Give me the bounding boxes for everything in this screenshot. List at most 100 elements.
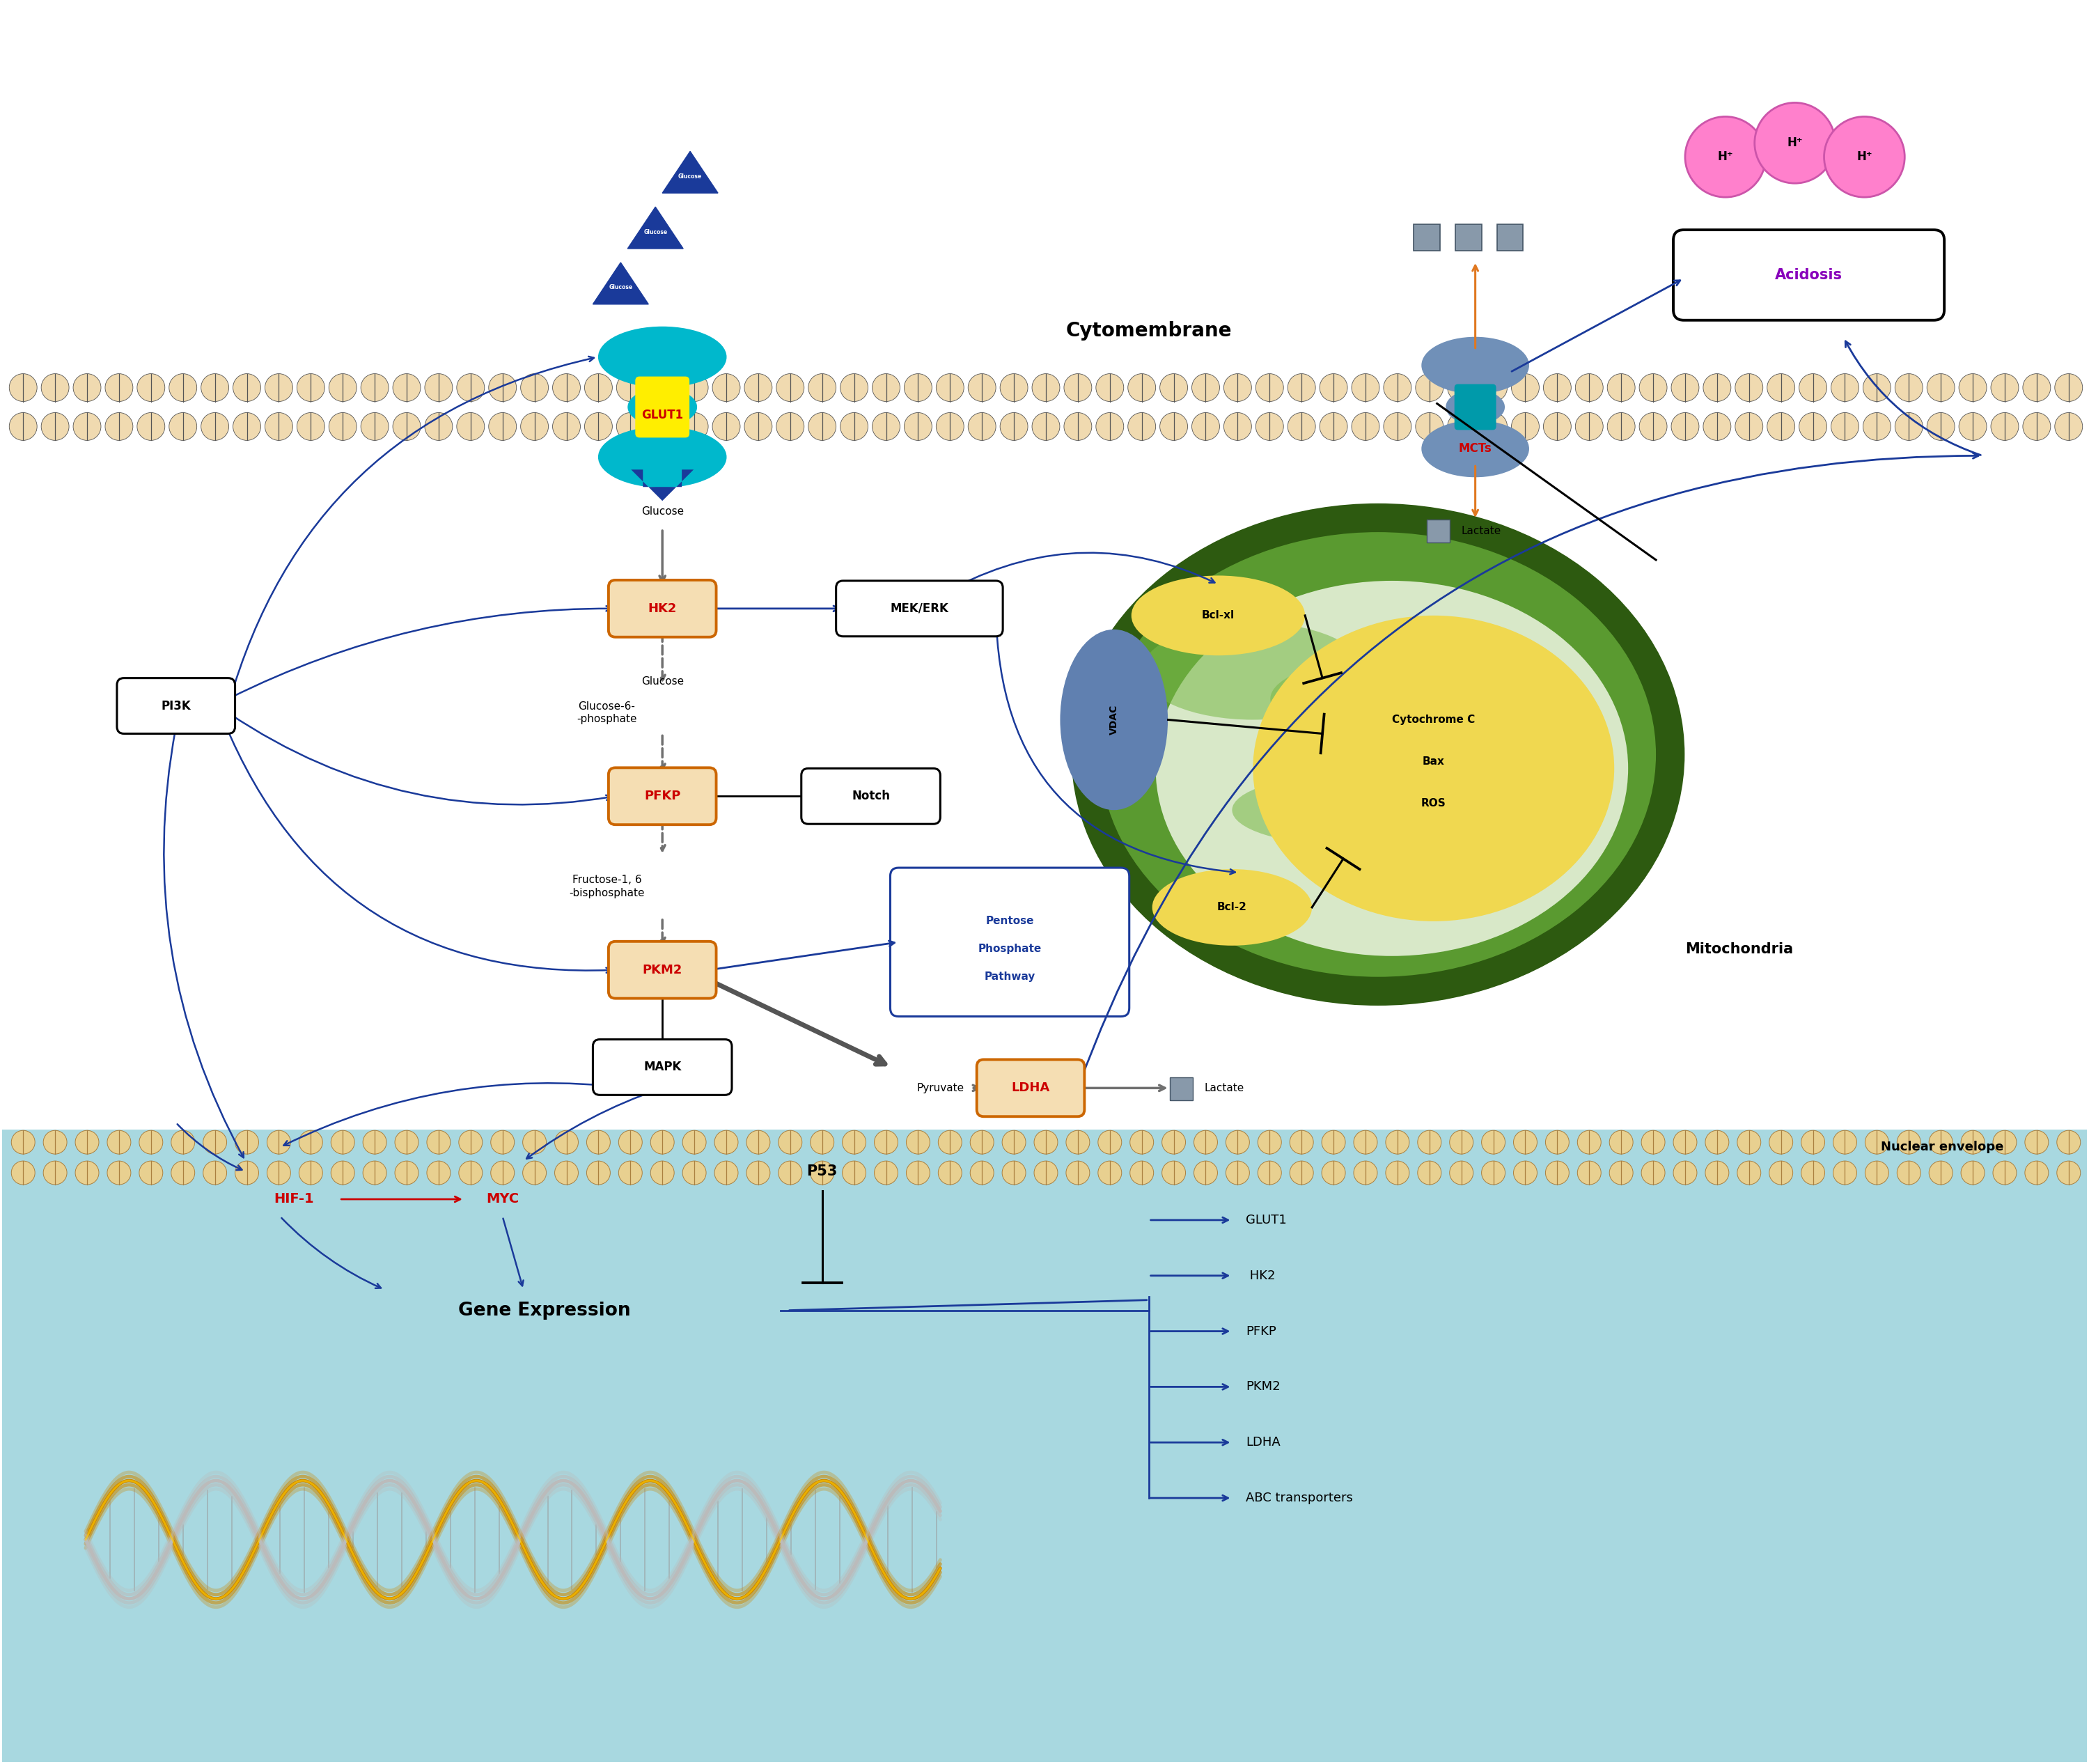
Polygon shape bbox=[593, 263, 648, 303]
Circle shape bbox=[424, 413, 453, 441]
Circle shape bbox=[107, 1131, 132, 1154]
Circle shape bbox=[1865, 1161, 1888, 1185]
Circle shape bbox=[169, 374, 196, 402]
Circle shape bbox=[201, 374, 230, 402]
Circle shape bbox=[1385, 1131, 1410, 1154]
Circle shape bbox=[1642, 1131, 1665, 1154]
Circle shape bbox=[585, 413, 612, 441]
Circle shape bbox=[1097, 374, 1124, 402]
Circle shape bbox=[104, 374, 134, 402]
Ellipse shape bbox=[1072, 505, 1684, 1005]
Text: HK2: HK2 bbox=[648, 602, 677, 616]
Ellipse shape bbox=[1360, 824, 1533, 893]
Circle shape bbox=[1289, 1161, 1314, 1185]
Text: H⁺: H⁺ bbox=[1717, 150, 1734, 162]
Circle shape bbox=[714, 1131, 737, 1154]
Circle shape bbox=[1515, 1131, 1538, 1154]
Ellipse shape bbox=[1233, 776, 1454, 845]
Circle shape bbox=[1322, 1131, 1345, 1154]
Circle shape bbox=[491, 1161, 514, 1185]
Circle shape bbox=[1606, 374, 1636, 402]
Circle shape bbox=[1959, 413, 1987, 441]
Circle shape bbox=[1801, 1131, 1826, 1154]
Circle shape bbox=[938, 1131, 961, 1154]
Circle shape bbox=[457, 374, 485, 402]
FancyBboxPatch shape bbox=[836, 580, 1003, 637]
Circle shape bbox=[2022, 413, 2051, 441]
Circle shape bbox=[1161, 1161, 1187, 1185]
Circle shape bbox=[967, 413, 996, 441]
Text: Bcl-2: Bcl-2 bbox=[1218, 901, 1247, 912]
Text: HK2: HK2 bbox=[1245, 1270, 1276, 1282]
Circle shape bbox=[1546, 1131, 1569, 1154]
Circle shape bbox=[1224, 374, 1251, 402]
Ellipse shape bbox=[1059, 630, 1168, 810]
FancyBboxPatch shape bbox=[2, 1129, 2087, 1762]
Circle shape bbox=[234, 413, 261, 441]
Circle shape bbox=[1544, 374, 1571, 402]
Text: Glucose: Glucose bbox=[608, 284, 633, 291]
Circle shape bbox=[1352, 374, 1379, 402]
Circle shape bbox=[1195, 1161, 1218, 1185]
Circle shape bbox=[1255, 413, 1283, 441]
Ellipse shape bbox=[1421, 337, 1529, 393]
Circle shape bbox=[1769, 1161, 1792, 1185]
Circle shape bbox=[73, 374, 100, 402]
Circle shape bbox=[1801, 1161, 1826, 1185]
Circle shape bbox=[1130, 1161, 1153, 1185]
Circle shape bbox=[1673, 1131, 1696, 1154]
Text: Pathway: Pathway bbox=[984, 972, 1036, 983]
Circle shape bbox=[1354, 1161, 1377, 1185]
Circle shape bbox=[1640, 374, 1667, 402]
Circle shape bbox=[1287, 413, 1316, 441]
Circle shape bbox=[1034, 1131, 1057, 1154]
Circle shape bbox=[1383, 374, 1412, 402]
Polygon shape bbox=[662, 152, 719, 192]
Circle shape bbox=[1479, 374, 1508, 402]
Circle shape bbox=[808, 374, 836, 402]
Circle shape bbox=[1479, 413, 1508, 441]
Circle shape bbox=[267, 1161, 290, 1185]
Circle shape bbox=[1895, 413, 1922, 441]
Circle shape bbox=[2022, 374, 2051, 402]
Ellipse shape bbox=[1155, 580, 1627, 956]
Circle shape bbox=[169, 413, 196, 441]
Circle shape bbox=[1686, 116, 1765, 198]
Circle shape bbox=[267, 1131, 290, 1154]
Circle shape bbox=[1258, 1161, 1281, 1185]
Circle shape bbox=[234, 374, 261, 402]
Polygon shape bbox=[627, 206, 683, 249]
Circle shape bbox=[875, 1131, 898, 1154]
Circle shape bbox=[873, 413, 900, 441]
Circle shape bbox=[683, 1161, 706, 1185]
Circle shape bbox=[297, 374, 324, 402]
Circle shape bbox=[811, 1131, 834, 1154]
Circle shape bbox=[744, 413, 773, 441]
Circle shape bbox=[1159, 374, 1189, 402]
Text: LDHA: LDHA bbox=[1011, 1081, 1051, 1094]
Circle shape bbox=[777, 374, 804, 402]
Circle shape bbox=[1226, 1131, 1249, 1154]
Circle shape bbox=[393, 374, 420, 402]
Circle shape bbox=[554, 413, 581, 441]
Circle shape bbox=[203, 1131, 228, 1154]
Circle shape bbox=[1063, 374, 1093, 402]
Text: Cytochrome C: Cytochrome C bbox=[1391, 714, 1475, 725]
Circle shape bbox=[1416, 413, 1443, 441]
Circle shape bbox=[1450, 1131, 1473, 1154]
Circle shape bbox=[650, 1131, 675, 1154]
Circle shape bbox=[681, 374, 708, 402]
FancyBboxPatch shape bbox=[1170, 1078, 1193, 1101]
Circle shape bbox=[1065, 1161, 1090, 1185]
Circle shape bbox=[1001, 374, 1028, 402]
Circle shape bbox=[1962, 1131, 1985, 1154]
Circle shape bbox=[522, 1161, 547, 1185]
Circle shape bbox=[1642, 1161, 1665, 1185]
Polygon shape bbox=[631, 469, 694, 501]
Circle shape bbox=[1928, 1161, 1953, 1185]
Circle shape bbox=[650, 1161, 675, 1185]
Circle shape bbox=[424, 374, 453, 402]
Circle shape bbox=[1128, 374, 1155, 402]
Circle shape bbox=[1834, 1131, 1857, 1154]
Circle shape bbox=[1099, 1161, 1122, 1185]
